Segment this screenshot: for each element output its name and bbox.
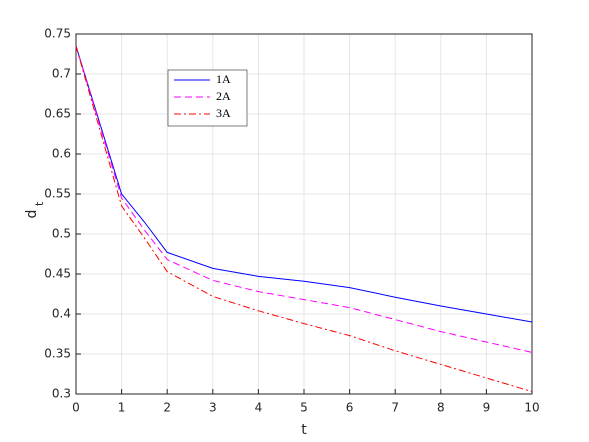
x-tick-label: 9	[483, 401, 491, 415]
y-axis-label: d t	[24, 201, 46, 218]
y-tick-label: 0.3	[52, 387, 71, 401]
axes-box	[75, 33, 533, 395]
y-tick-label: 0.55	[44, 187, 71, 201]
x-tick-label: 2	[163, 401, 171, 415]
series-line	[75, 45, 533, 393]
series-line	[75, 45, 533, 353]
y-axis-label-base: d	[24, 210, 40, 219]
legend-label: 3A	[216, 106, 231, 120]
series-line	[75, 45, 533, 323]
x-axis-label: t	[301, 422, 307, 438]
x-tick-label: 4	[255, 401, 263, 415]
legend-box	[167, 69, 248, 127]
x-tick-label: 10	[524, 401, 539, 415]
y-tick-label: 0.35	[44, 347, 71, 361]
y-tick-label: 0.4	[52, 307, 71, 321]
x-tick-label: 7	[391, 401, 399, 415]
y-tick-label: 0.7	[52, 67, 71, 81]
x-tick-label: 8	[437, 401, 445, 415]
y-tick-label: 0.65	[44, 107, 71, 121]
legend-label: 2A	[216, 89, 231, 103]
y-tick-label: 0.5	[52, 227, 71, 241]
legend-label: 1A	[216, 72, 231, 86]
x-tick-label: 6	[346, 401, 354, 415]
x-tick-label: 5	[300, 401, 308, 415]
y-axis-label-subscript: t	[33, 201, 46, 206]
x-tick-label: 3	[209, 401, 217, 415]
y-tick-label: 0.45	[44, 267, 71, 281]
x-tick-label: 1	[118, 401, 126, 415]
y-tick-label: 0.6	[52, 147, 71, 161]
x-tick-label: 0	[72, 401, 80, 415]
y-tick-label: 0.75	[44, 27, 71, 41]
